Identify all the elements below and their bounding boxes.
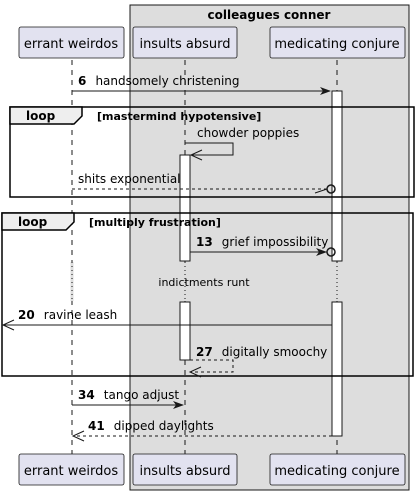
participant-label: insults absurd bbox=[139, 464, 230, 479]
svg-text:13 grief impossibility: 13 grief impossibility bbox=[196, 231, 328, 250]
svg-text:41 dipped daylights: 41 dipped daylights bbox=[88, 415, 214, 434]
participant-medicating-conjure-top: medicating conjure bbox=[269, 26, 406, 59]
participant-insults-absurd-top: insults absurd bbox=[132, 26, 238, 59]
message-label: tango adjust bbox=[104, 388, 180, 402]
message-digitally-smoochy: 27 digitally smoochy bbox=[188, 341, 327, 378]
message-grief-impossibility: 13 grief impossibility bbox=[190, 231, 336, 257]
message-number: 6 bbox=[78, 74, 86, 88]
activation-conjure-2 bbox=[331, 301, 343, 437]
loop-1-condition: [mastermind hypotensive] bbox=[97, 110, 261, 123]
message-tango-adjust: 34 tango adjust bbox=[72, 384, 184, 409]
svg-text:27 digitally smoochy: 27 digitally smoochy bbox=[196, 341, 327, 360]
message-handsomely-christening: 6 handsomely christening bbox=[72, 70, 331, 95]
participant-label: insults absurd bbox=[139, 37, 230, 52]
participant-medicating-conjure-bottom: medicating conjure bbox=[269, 453, 406, 486]
activations bbox=[179, 90, 343, 437]
loop-frame-1: loop [mastermind hypotensive] bbox=[9, 106, 415, 198]
divider-label: indictments runt bbox=[158, 276, 250, 289]
message-label: shits exponential bbox=[78, 172, 181, 186]
participant-errant-weirdos-top: errant weirdos bbox=[18, 26, 125, 59]
svg-text:34 tango adjust: 34 tango adjust bbox=[78, 384, 179, 403]
message-label: grief impossibility bbox=[222, 235, 329, 249]
message-number: 34 bbox=[78, 388, 95, 402]
message-shits-exponential: shits exponential bbox=[72, 172, 336, 194]
divider-gap: indictments runt bbox=[70, 262, 342, 301]
message-chowder-poppies: chowder poppies bbox=[185, 126, 299, 161]
participant-label: errant weirdos bbox=[24, 37, 118, 52]
message-label: dipped daylights bbox=[114, 419, 214, 433]
activation-absurd-1 bbox=[179, 154, 191, 262]
activation-conjure-1 bbox=[331, 90, 343, 262]
loop-1-label: loop bbox=[26, 109, 56, 123]
message-label: chowder poppies bbox=[197, 126, 299, 140]
participant-errant-weirdos-bottom: errant weirdos bbox=[18, 453, 125, 486]
message-number: 27 bbox=[196, 345, 213, 359]
participant-label: medicating conjure bbox=[274, 37, 399, 52]
message-number: 20 bbox=[18, 308, 35, 322]
message-number: 41 bbox=[88, 419, 105, 433]
message-number: 13 bbox=[196, 235, 213, 249]
loop-frame-2: loop [multiply frustration] bbox=[1, 212, 414, 377]
message-ravine-leash: 20 ravine leash bbox=[1, 304, 332, 331]
message-dipped-daylights: 41 dipped daylights bbox=[71, 415, 332, 442]
message-label: handsomely christening bbox=[95, 74, 239, 88]
loop-2-label: loop bbox=[18, 215, 48, 229]
svg-text:6 handsomely christening: 6 handsomely christening bbox=[78, 70, 240, 89]
box-title: colleagues conner bbox=[208, 8, 331, 22]
activation-absurd-2 bbox=[179, 301, 191, 361]
participant-insults-absurd-bottom: insults absurd bbox=[132, 453, 238, 486]
message-label: ravine leash bbox=[44, 308, 117, 322]
svg-text:20 ravine leash: 20 ravine leash bbox=[18, 304, 117, 323]
participant-label: errant weirdos bbox=[24, 464, 118, 479]
message-label: digitally smoochy bbox=[222, 345, 327, 359]
participant-label: medicating conjure bbox=[274, 464, 399, 479]
box-colleagues-conner: colleagues conner bbox=[129, 4, 410, 491]
loop-2-condition: [multiply frustration] bbox=[89, 216, 221, 229]
